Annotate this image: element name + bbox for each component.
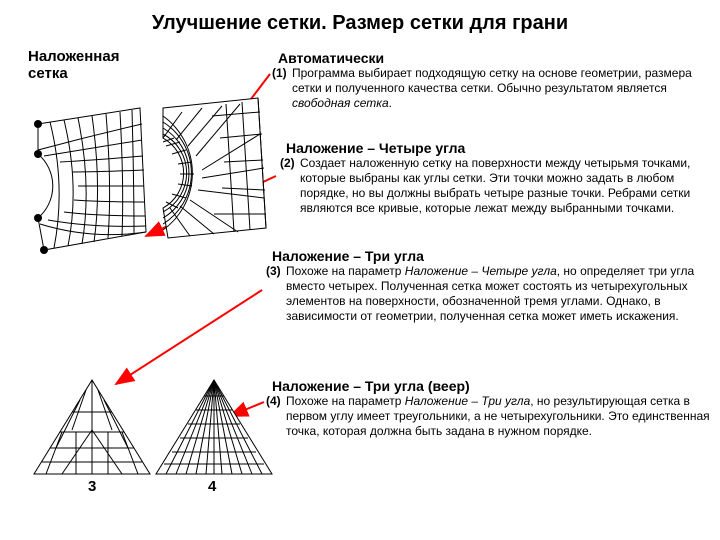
figure-4-mesh <box>154 378 274 478</box>
figure-2-mesh <box>30 106 150 256</box>
figure-3-mesh <box>32 378 152 478</box>
figure-1-mesh <box>158 98 268 243</box>
